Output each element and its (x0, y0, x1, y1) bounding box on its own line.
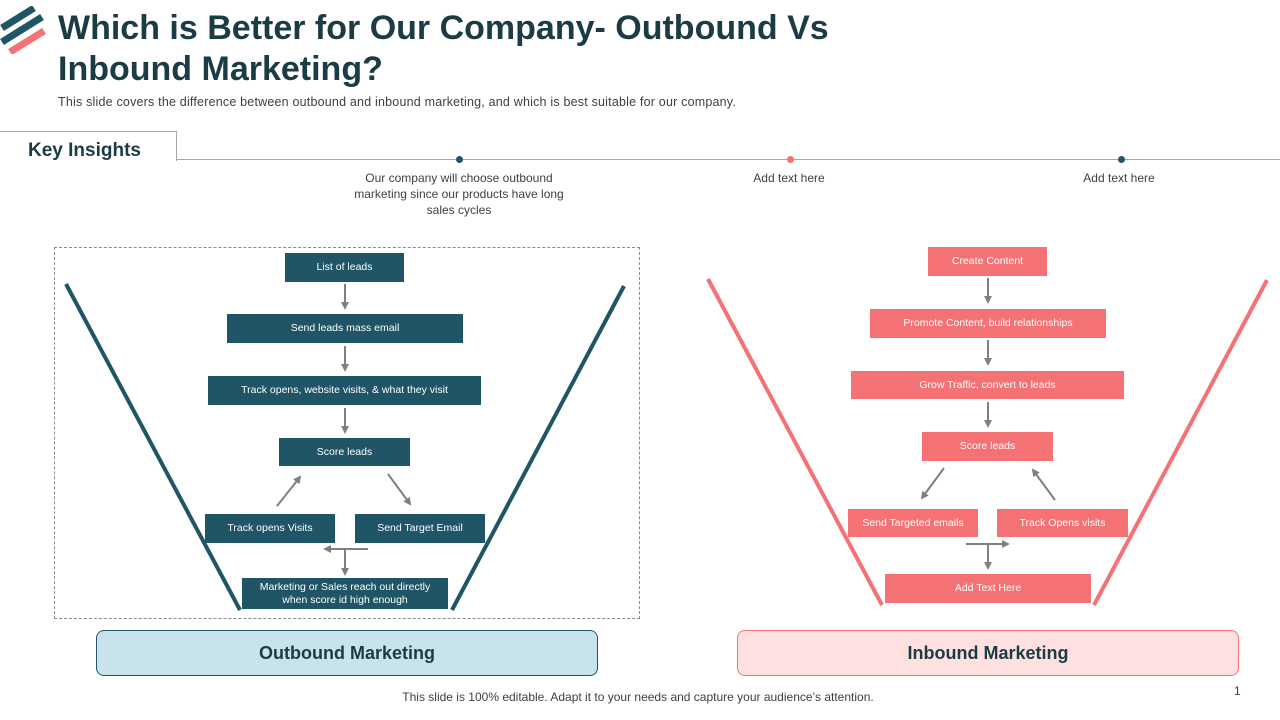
arrow (276, 475, 302, 507)
inbound-step-add-text: Add Text Here (885, 574, 1091, 603)
inbound-step-track-visits: Track Opens visits (997, 509, 1128, 537)
key-insights-tab (0, 131, 177, 161)
outbound-marketing-label: Outbound Marketing (96, 630, 598, 676)
timeline-line (177, 159, 1280, 160)
footer-note: This slide is 100% editable. Adapt it to… (402, 690, 874, 704)
page-subtitle: This slide covers the difference between… (58, 95, 736, 109)
page-number: 1 (1234, 684, 1241, 698)
insight-text-1: Our company will choose outbound marketi… (354, 171, 564, 217)
outbound-step-score-leads: Score leads (279, 438, 410, 466)
outbound-funnel-left (64, 283, 242, 611)
timeline-dot-2 (787, 156, 794, 163)
inbound-step-create-content: Create Content (928, 247, 1047, 276)
inbound-step-promote-content: Promote Content, build relationships (870, 309, 1106, 338)
timeline-dot-1 (456, 156, 463, 163)
insight-text-2: Add text here (753, 171, 825, 185)
outbound-funnel-right (450, 285, 626, 611)
inbound-step-grow-traffic: Grow Traffic, convert to leads (851, 371, 1124, 399)
outbound-step-reach-out: Marketing or Sales reach out directly wh… (242, 578, 448, 609)
inbound-funnel-left (706, 278, 884, 606)
outbound-step-list-of-leads: List of leads (285, 253, 404, 282)
outbound-step-mass-email: Send leads mass email (227, 314, 463, 343)
inbound-marketing-label: Inbound Marketing (737, 630, 1239, 676)
inbound-funnel-right (1092, 279, 1269, 606)
insight-text-3: Add text here (1083, 171, 1155, 185)
arrow (1031, 468, 1056, 501)
outbound-step-track-visits: Track opens Visits (205, 514, 335, 543)
outbound-dashed-frame (54, 247, 640, 619)
key-insights-label: Key Insights (28, 140, 141, 161)
timeline-dot-3 (1118, 156, 1125, 163)
inbound-step-targeted-emails: Send Targeted emails (848, 509, 978, 537)
arrow (920, 467, 945, 500)
arrow (387, 473, 412, 506)
outbound-step-track-opens: Track opens, website visits, & what they… (208, 376, 481, 405)
logo-stripes-icon (0, 6, 46, 54)
page-title: Which is Better for Our Company- Outboun… (58, 9, 829, 88)
outbound-step-target-email: Send Target Email (355, 514, 485, 543)
inbound-step-score-leads: Score leads (922, 432, 1053, 461)
